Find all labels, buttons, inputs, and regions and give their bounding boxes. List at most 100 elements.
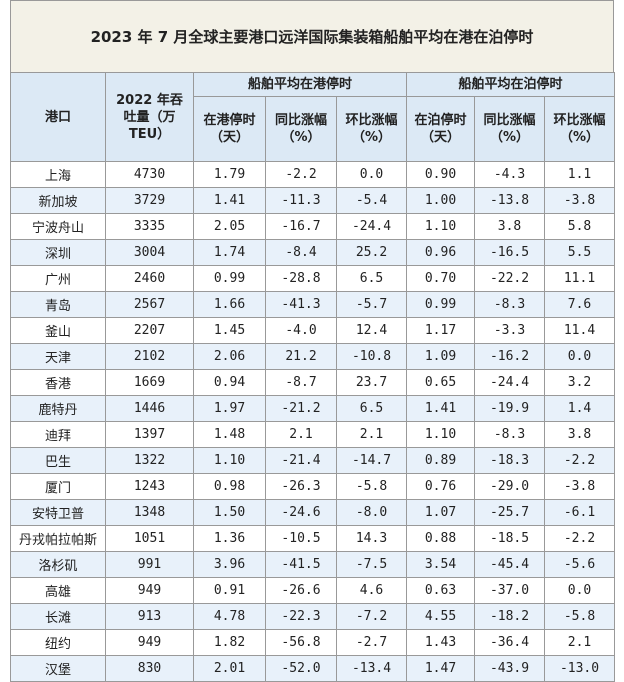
value-cell: -5.4 xyxy=(335,187,408,214)
value-cell: 1.79 xyxy=(193,161,266,188)
port-cell: 纽约 xyxy=(10,629,106,656)
value-cell: -25.7 xyxy=(474,499,546,526)
table-row: 香港 1669 0.94 -8.7 23.7 0.65 -24.4 3.2 xyxy=(10,369,616,396)
table-row: 上海 4730 1.79 -2.2 0.0 0.90 -4.3 1.1 xyxy=(10,161,616,188)
value-cell: 0.63 xyxy=(406,577,476,604)
port-cell: 高雄 xyxy=(10,577,106,604)
value-cell: -18.5 xyxy=(474,525,546,552)
table-row: 洛杉矶 991 3.96 -41.5 -7.5 3.54 -45.4 -5.6 xyxy=(10,551,616,578)
value-cell: 3335 xyxy=(105,213,194,240)
value-cell: 1.43 xyxy=(406,629,476,656)
value-cell: -24.4 xyxy=(335,213,408,240)
value-cell: 1051 xyxy=(105,525,194,552)
value-cell: 3.96 xyxy=(193,551,266,578)
header-cell: 环比涨幅（%） xyxy=(544,96,616,162)
value-cell: 3.54 xyxy=(406,551,476,578)
table-row: 广州 2460 0.99 -28.8 6.5 0.70 -22.2 11.1 xyxy=(10,265,616,292)
value-cell: 949 xyxy=(105,629,194,656)
value-cell: 1.10 xyxy=(406,421,476,448)
value-cell: -8.3 xyxy=(474,421,546,448)
value-cell: -13.4 xyxy=(335,655,408,682)
value-cell: 2460 xyxy=(105,265,194,292)
value-cell: -5.6 xyxy=(544,551,616,578)
value-cell: -37.0 xyxy=(474,577,546,604)
value-cell: 7.6 xyxy=(544,291,616,318)
value-cell: -24.4 xyxy=(474,369,546,396)
value-cell: 0.89 xyxy=(406,447,476,474)
table-row: 深圳 3004 1.74 -8.4 25.2 0.96 -16.5 5.5 xyxy=(10,239,616,266)
value-cell: 0.0 xyxy=(544,577,616,604)
table-row: 纽约 949 1.82 -56.8 -2.7 1.43 -36.4 2.1 xyxy=(10,629,616,656)
port-cell: 长滩 xyxy=(10,603,106,630)
value-cell: -29.0 xyxy=(474,473,546,500)
value-cell: 1.74 xyxy=(193,239,266,266)
value-cell: -3.8 xyxy=(544,187,616,214)
value-cell: 1.50 xyxy=(193,499,266,526)
port-cell: 汉堡 xyxy=(10,655,106,682)
value-cell: 2.01 xyxy=(193,655,266,682)
port-cell: 深圳 xyxy=(10,239,106,266)
value-cell: -8.4 xyxy=(265,239,337,266)
value-cell: 0.88 xyxy=(406,525,476,552)
value-cell: -45.4 xyxy=(474,551,546,578)
port-cell: 鹿特丹 xyxy=(10,395,106,422)
group-header: 船舶平均在泊停时 xyxy=(406,72,616,97)
value-cell: 1.00 xyxy=(406,187,476,214)
value-cell: 0.76 xyxy=(406,473,476,500)
value-cell: 1669 xyxy=(105,369,194,396)
value-cell: -8.7 xyxy=(265,369,337,396)
value-cell: 0.70 xyxy=(406,265,476,292)
value-cell: 11.1 xyxy=(544,265,616,292)
value-cell: 1.45 xyxy=(193,317,266,344)
value-cell: 25.2 xyxy=(335,239,408,266)
value-cell: 1.66 xyxy=(193,291,266,318)
table-row: 长滩 913 4.78 -22.3 -7.2 4.55 -18.2 -5.8 xyxy=(10,603,616,630)
port-cell: 香港 xyxy=(10,369,106,396)
table-row: 丹戎帕拉帕斯 1051 1.36 -10.5 14.3 0.88 -18.5 -2.2 xyxy=(10,525,616,552)
table-row: 釜山 2207 1.45 -4.0 12.4 1.17 -3.3 11.4 xyxy=(10,317,616,344)
table-row: 巴生 1322 1.10 -21.4 -14.7 0.89 -18.3 -2.2 xyxy=(10,447,616,474)
value-cell: -26.3 xyxy=(265,473,337,500)
value-cell: 1397 xyxy=(105,421,194,448)
value-cell: 1.97 xyxy=(193,395,266,422)
value-cell: 0.90 xyxy=(406,161,476,188)
value-cell: 2.05 xyxy=(193,213,266,240)
table-row: 宁波舟山 3335 2.05 -16.7 -24.4 1.10 3.8 5.8 xyxy=(10,213,616,240)
value-cell: -26.6 xyxy=(265,577,337,604)
value-cell: -21.2 xyxy=(265,395,337,422)
value-cell: 1243 xyxy=(105,473,194,500)
table-card: 2023 年 7 月全球主要港口远洋国际集装箱船舶平均在港在泊停时 港口 202… xyxy=(10,0,616,682)
value-cell: -7.5 xyxy=(335,551,408,578)
value-cell: -52.0 xyxy=(265,655,337,682)
value-cell: 1.41 xyxy=(406,395,476,422)
header-cell: 港口 xyxy=(10,72,106,162)
value-cell: -22.3 xyxy=(265,603,337,630)
value-cell: 2.1 xyxy=(544,629,616,656)
value-cell: 4.55 xyxy=(406,603,476,630)
value-cell: 12.4 xyxy=(335,317,408,344)
value-cell: -6.1 xyxy=(544,499,616,526)
value-cell: -18.2 xyxy=(474,603,546,630)
value-cell: 2102 xyxy=(105,343,194,370)
value-cell: -21.4 xyxy=(265,447,337,474)
value-cell: 2567 xyxy=(105,291,194,318)
value-cell: 1.10 xyxy=(193,447,266,474)
value-cell: -4.3 xyxy=(474,161,546,188)
table-row: 高雄 949 0.91 -26.6 4.6 0.63 -37.0 0.0 xyxy=(10,577,616,604)
port-cell: 天津 xyxy=(10,343,106,370)
value-cell: 6.5 xyxy=(335,265,408,292)
table-row: 天津 2102 2.06 21.2 -10.8 1.09 -16.2 0.0 xyxy=(10,343,616,370)
value-cell: 2.06 xyxy=(193,343,266,370)
port-cell: 安特卫普 xyxy=(10,499,106,526)
value-cell: 4.78 xyxy=(193,603,266,630)
value-cell: -8.3 xyxy=(474,291,546,318)
value-cell: -5.8 xyxy=(544,603,616,630)
port-cell: 巴生 xyxy=(10,447,106,474)
value-cell: 1.09 xyxy=(406,343,476,370)
value-cell: 0.98 xyxy=(193,473,266,500)
header-cell: 在泊停时（天） xyxy=(406,96,476,162)
table-row: 青岛 2567 1.66 -41.3 -5.7 0.99 -8.3 7.6 xyxy=(10,291,616,318)
value-cell: 21.2 xyxy=(265,343,337,370)
port-cell: 丹戎帕拉帕斯 xyxy=(10,525,106,552)
